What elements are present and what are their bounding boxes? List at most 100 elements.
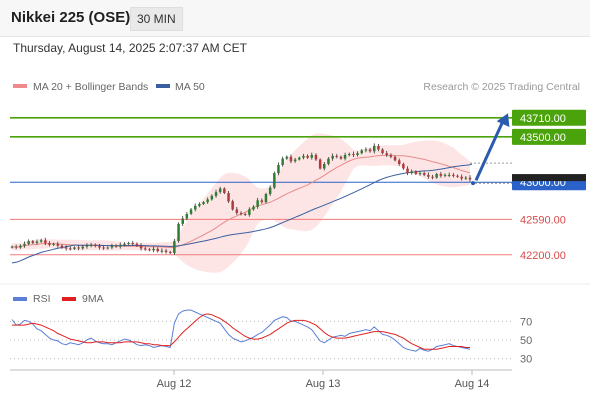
candle-46	[202, 201, 205, 205]
candle-body-70	[302, 155, 305, 158]
candle-body-59	[256, 200, 259, 207]
candle-67	[289, 154, 293, 164]
candle-100	[427, 172, 430, 179]
candle-body-38	[169, 252, 172, 254]
candle-body-75	[323, 164, 326, 169]
candle-body-21	[98, 246, 101, 248]
candle-body-13	[64, 247, 68, 249]
candle-body-90	[385, 153, 388, 155]
candle-body-35	[156, 248, 159, 252]
candle-62	[268, 185, 272, 196]
candle-23	[106, 246, 109, 250]
instrument-title: Nikkei 225 (OSE)	[11, 9, 131, 26]
x-tick-label-0: Aug 12	[157, 378, 192, 390]
candle-body-2	[19, 245, 22, 248]
candle-1	[14, 244, 18, 250]
candle-body-5	[31, 241, 35, 243]
candle-body-84	[360, 150, 363, 154]
candle-body-72	[310, 155, 313, 158]
candle-body-57	[248, 209, 251, 215]
candle-34	[152, 246, 155, 253]
candle-57	[248, 207, 251, 217]
price-level-tag-1	[512, 128, 586, 145]
rsi-legend-swatch	[13, 297, 27, 301]
candle-20	[94, 243, 97, 248]
candle-body-18	[85, 245, 89, 247]
candle-body-12	[60, 245, 64, 248]
candle-body-40	[177, 223, 180, 242]
price-level-label-3: 42590.00	[520, 214, 566, 226]
candle-body-44	[194, 205, 197, 210]
candle-body-102	[435, 174, 438, 178]
candle-body-87	[373, 145, 376, 152]
candle-body-23	[106, 247, 109, 249]
candle-body-37	[164, 250, 168, 253]
candle-80	[343, 152, 347, 161]
candle-body-77	[331, 155, 334, 159]
rsi-level-label-2: 30	[520, 354, 532, 366]
candle-31	[139, 243, 143, 251]
candle-103	[439, 171, 443, 178]
candle-body-96	[410, 171, 413, 174]
copyright-text: Research © 2025 Trading Central	[423, 81, 580, 93]
candle-body-98	[418, 173, 422, 175]
last-price-dot	[471, 181, 475, 186]
price-level-label-0: 43710.00	[520, 113, 566, 125]
rsi-level-label-0: 70	[520, 316, 532, 328]
candle-body-109	[464, 177, 468, 179]
candle-body-22	[102, 247, 105, 249]
candle-55	[239, 211, 243, 216]
forecast-arrow-shaft	[474, 122, 504, 182]
candle-body-32	[144, 248, 147, 250]
rsi-ma-legend-label: 9MA	[82, 293, 104, 305]
candle-body-62	[268, 187, 272, 194]
candle-body-99	[423, 173, 426, 175]
candle-70	[302, 153, 305, 160]
candle-87	[373, 143, 376, 154]
candle-body-101	[431, 176, 434, 178]
candle-body-93	[398, 160, 401, 164]
candle-body-41	[181, 218, 184, 224]
candle-36	[160, 248, 164, 254]
candle-75	[323, 162, 326, 171]
candle-106	[452, 173, 455, 178]
candle-73	[314, 153, 318, 161]
candle-body-97	[414, 171, 418, 174]
candle-94	[402, 162, 405, 170]
candle-56	[243, 212, 247, 216]
candle-body-85	[364, 149, 368, 151]
chart-datetime: Thursday, August 14, 2025 2:07:37 AM CET	[13, 41, 247, 55]
candle-body-68	[293, 159, 297, 162]
candle-body-105	[447, 174, 451, 176]
rsi-legend: RSI 9MA	[13, 293, 104, 305]
candle-8	[44, 237, 47, 246]
candle-92	[393, 155, 397, 162]
candle-body-106	[452, 174, 455, 176]
candle-body-108	[460, 176, 463, 179]
candle-body-47	[206, 199, 209, 203]
candle-37	[164, 248, 168, 254]
candle-body-17	[81, 246, 84, 249]
candle-9	[48, 241, 51, 247]
candle-19	[89, 242, 93, 248]
candle-body-107	[456, 175, 459, 177]
ma20-legend-swatch	[13, 84, 27, 88]
candle-body-82	[352, 154, 355, 156]
candle-86	[368, 147, 372, 153]
x-axis: Aug 12 Aug 13 Aug 14	[157, 370, 489, 390]
candle-14	[69, 246, 72, 251]
candle-102	[435, 172, 438, 179]
timeframe-button[interactable]: 30 MIN	[130, 7, 183, 31]
candle-22	[102, 245, 105, 250]
candle-21	[98, 243, 101, 250]
candle-33	[148, 248, 151, 252]
candle-101	[431, 174, 434, 180]
chart-legend: MA 20 + Bollinger Bands MA 50 Research ©…	[13, 81, 580, 93]
candle-45	[198, 202, 201, 208]
last-price-tag	[512, 174, 586, 182]
candle-body-4	[27, 241, 30, 244]
candle-10	[52, 242, 55, 246]
